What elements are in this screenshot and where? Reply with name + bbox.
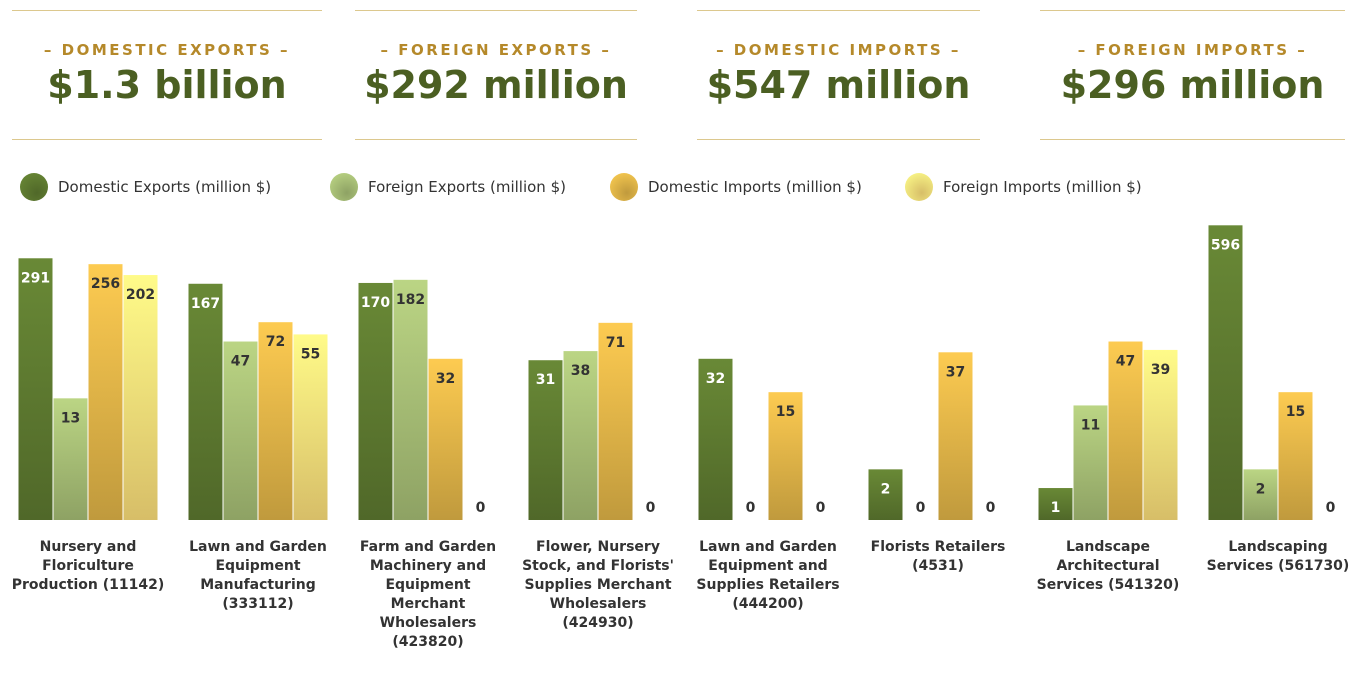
legend-swatch (610, 173, 638, 201)
legend-item: Foreign Imports (million $) (905, 173, 1142, 201)
value-label: 47 (1116, 354, 1135, 370)
value-label: 32 (706, 371, 725, 387)
value-label: 71 (606, 335, 625, 351)
bar (1108, 341, 1143, 520)
kpi-label: – FOREIGN EXPORTS – (380, 41, 612, 59)
bar (1208, 225, 1243, 521)
bar (868, 469, 903, 520)
value-label: 0 (476, 500, 486, 516)
x-tick-label: Lawn and Garden Equipment and Supplies R… (696, 539, 840, 612)
value-label: 31 (536, 372, 555, 388)
bar (123, 275, 158, 520)
value-label: 13 (61, 410, 80, 426)
value-label: 256 (91, 276, 120, 292)
bar (428, 358, 463, 520)
kpi-label: – DOMESTIC EXPORTS – (43, 41, 291, 59)
legend-item: Domestic Imports (million $) (610, 173, 862, 201)
bar (768, 392, 803, 520)
bar (1038, 488, 1073, 520)
value-label: 2 (881, 481, 891, 497)
kpi-value: $296 million (1060, 63, 1325, 107)
value-label: 167 (191, 296, 220, 312)
value-label: 1 (1051, 500, 1061, 516)
value-label: 72 (266, 334, 285, 350)
legend-swatch (330, 173, 358, 201)
bar (598, 322, 633, 520)
bar (53, 398, 88, 520)
value-label: 0 (746, 500, 756, 516)
bar (563, 351, 598, 520)
value-label: 15 (776, 404, 795, 420)
value-label: 0 (646, 500, 656, 516)
bar (1073, 405, 1108, 520)
value-label: 202 (126, 287, 155, 303)
value-label: 0 (1326, 500, 1336, 516)
value-label: 596 (1211, 237, 1240, 253)
bar (293, 334, 328, 520)
x-tick-label: Florists Retailers (4531) (870, 539, 1006, 574)
kpi-card: – DOMESTIC EXPORTS – $1.3 billion (12, 10, 322, 140)
bar (528, 360, 563, 520)
value-label: 55 (301, 346, 320, 362)
legend-label: Domestic Exports (million $) (58, 178, 272, 196)
kpi-card: – FOREIGN EXPORTS – $292 million (355, 10, 637, 140)
legend-swatch (905, 173, 933, 201)
value-label: 11 (1081, 417, 1100, 433)
x-tick-label: Flower, Nursery Stock, and Florists' Sup… (522, 539, 674, 631)
legend-item: Domestic Exports (million $) (20, 173, 271, 201)
value-label: 291 (21, 270, 50, 286)
value-label: 47 (231, 354, 250, 370)
bar (1278, 392, 1313, 520)
bar (698, 358, 733, 520)
x-tick-label: Landscaping Services (561730) (1206, 539, 1350, 574)
bar (1243, 469, 1278, 520)
legend-item: Foreign Exports (million $) (330, 173, 566, 201)
kpi-value: $547 million (706, 63, 971, 107)
value-label: 37 (946, 364, 965, 380)
value-label: 39 (1151, 362, 1170, 378)
x-tick-label: Farm and Garden Machinery and Equipment … (359, 539, 497, 650)
kpi-value: $292 million (364, 63, 628, 107)
bar (258, 322, 293, 520)
legend-swatch (20, 173, 48, 201)
value-label: 170 (361, 295, 390, 311)
x-tick-label: Landscape Architectural Services (541320… (1036, 539, 1180, 593)
legend-label: Foreign Exports (million $) (368, 178, 566, 196)
kpi-value: $1.3 billion (47, 63, 287, 107)
value-label: 0 (986, 500, 996, 516)
value-label: 0 (816, 500, 826, 516)
kpi-label: – DOMESTIC IMPORTS – (716, 41, 961, 59)
bar (88, 264, 123, 520)
bar (188, 283, 223, 520)
value-label: 15 (1286, 404, 1305, 420)
value-label: 182 (396, 292, 425, 308)
value-label: 38 (571, 363, 590, 379)
bar (1143, 349, 1178, 520)
bar (358, 282, 393, 520)
value-label: 2 (1256, 481, 1266, 497)
bar (938, 352, 973, 520)
legend-label: Domestic Imports (million $) (648, 178, 862, 196)
bar (393, 279, 428, 520)
kpi-card: – DOMESTIC IMPORTS – $547 million (697, 10, 980, 140)
value-label: 0 (916, 500, 926, 516)
x-tick-label: Nursery and Floriculture Production (111… (11, 539, 165, 593)
bar (223, 341, 258, 520)
kpi-card: – FOREIGN IMPORTS – $296 million (1040, 10, 1345, 140)
bar (18, 258, 53, 520)
value-label: 32 (436, 371, 455, 387)
kpi-label: – FOREIGN IMPORTS – (1077, 41, 1308, 59)
legend-label: Foreign Imports (million $) (943, 178, 1142, 196)
x-tick-label: Lawn and Garden Equipment Manufacturing … (189, 539, 327, 612)
